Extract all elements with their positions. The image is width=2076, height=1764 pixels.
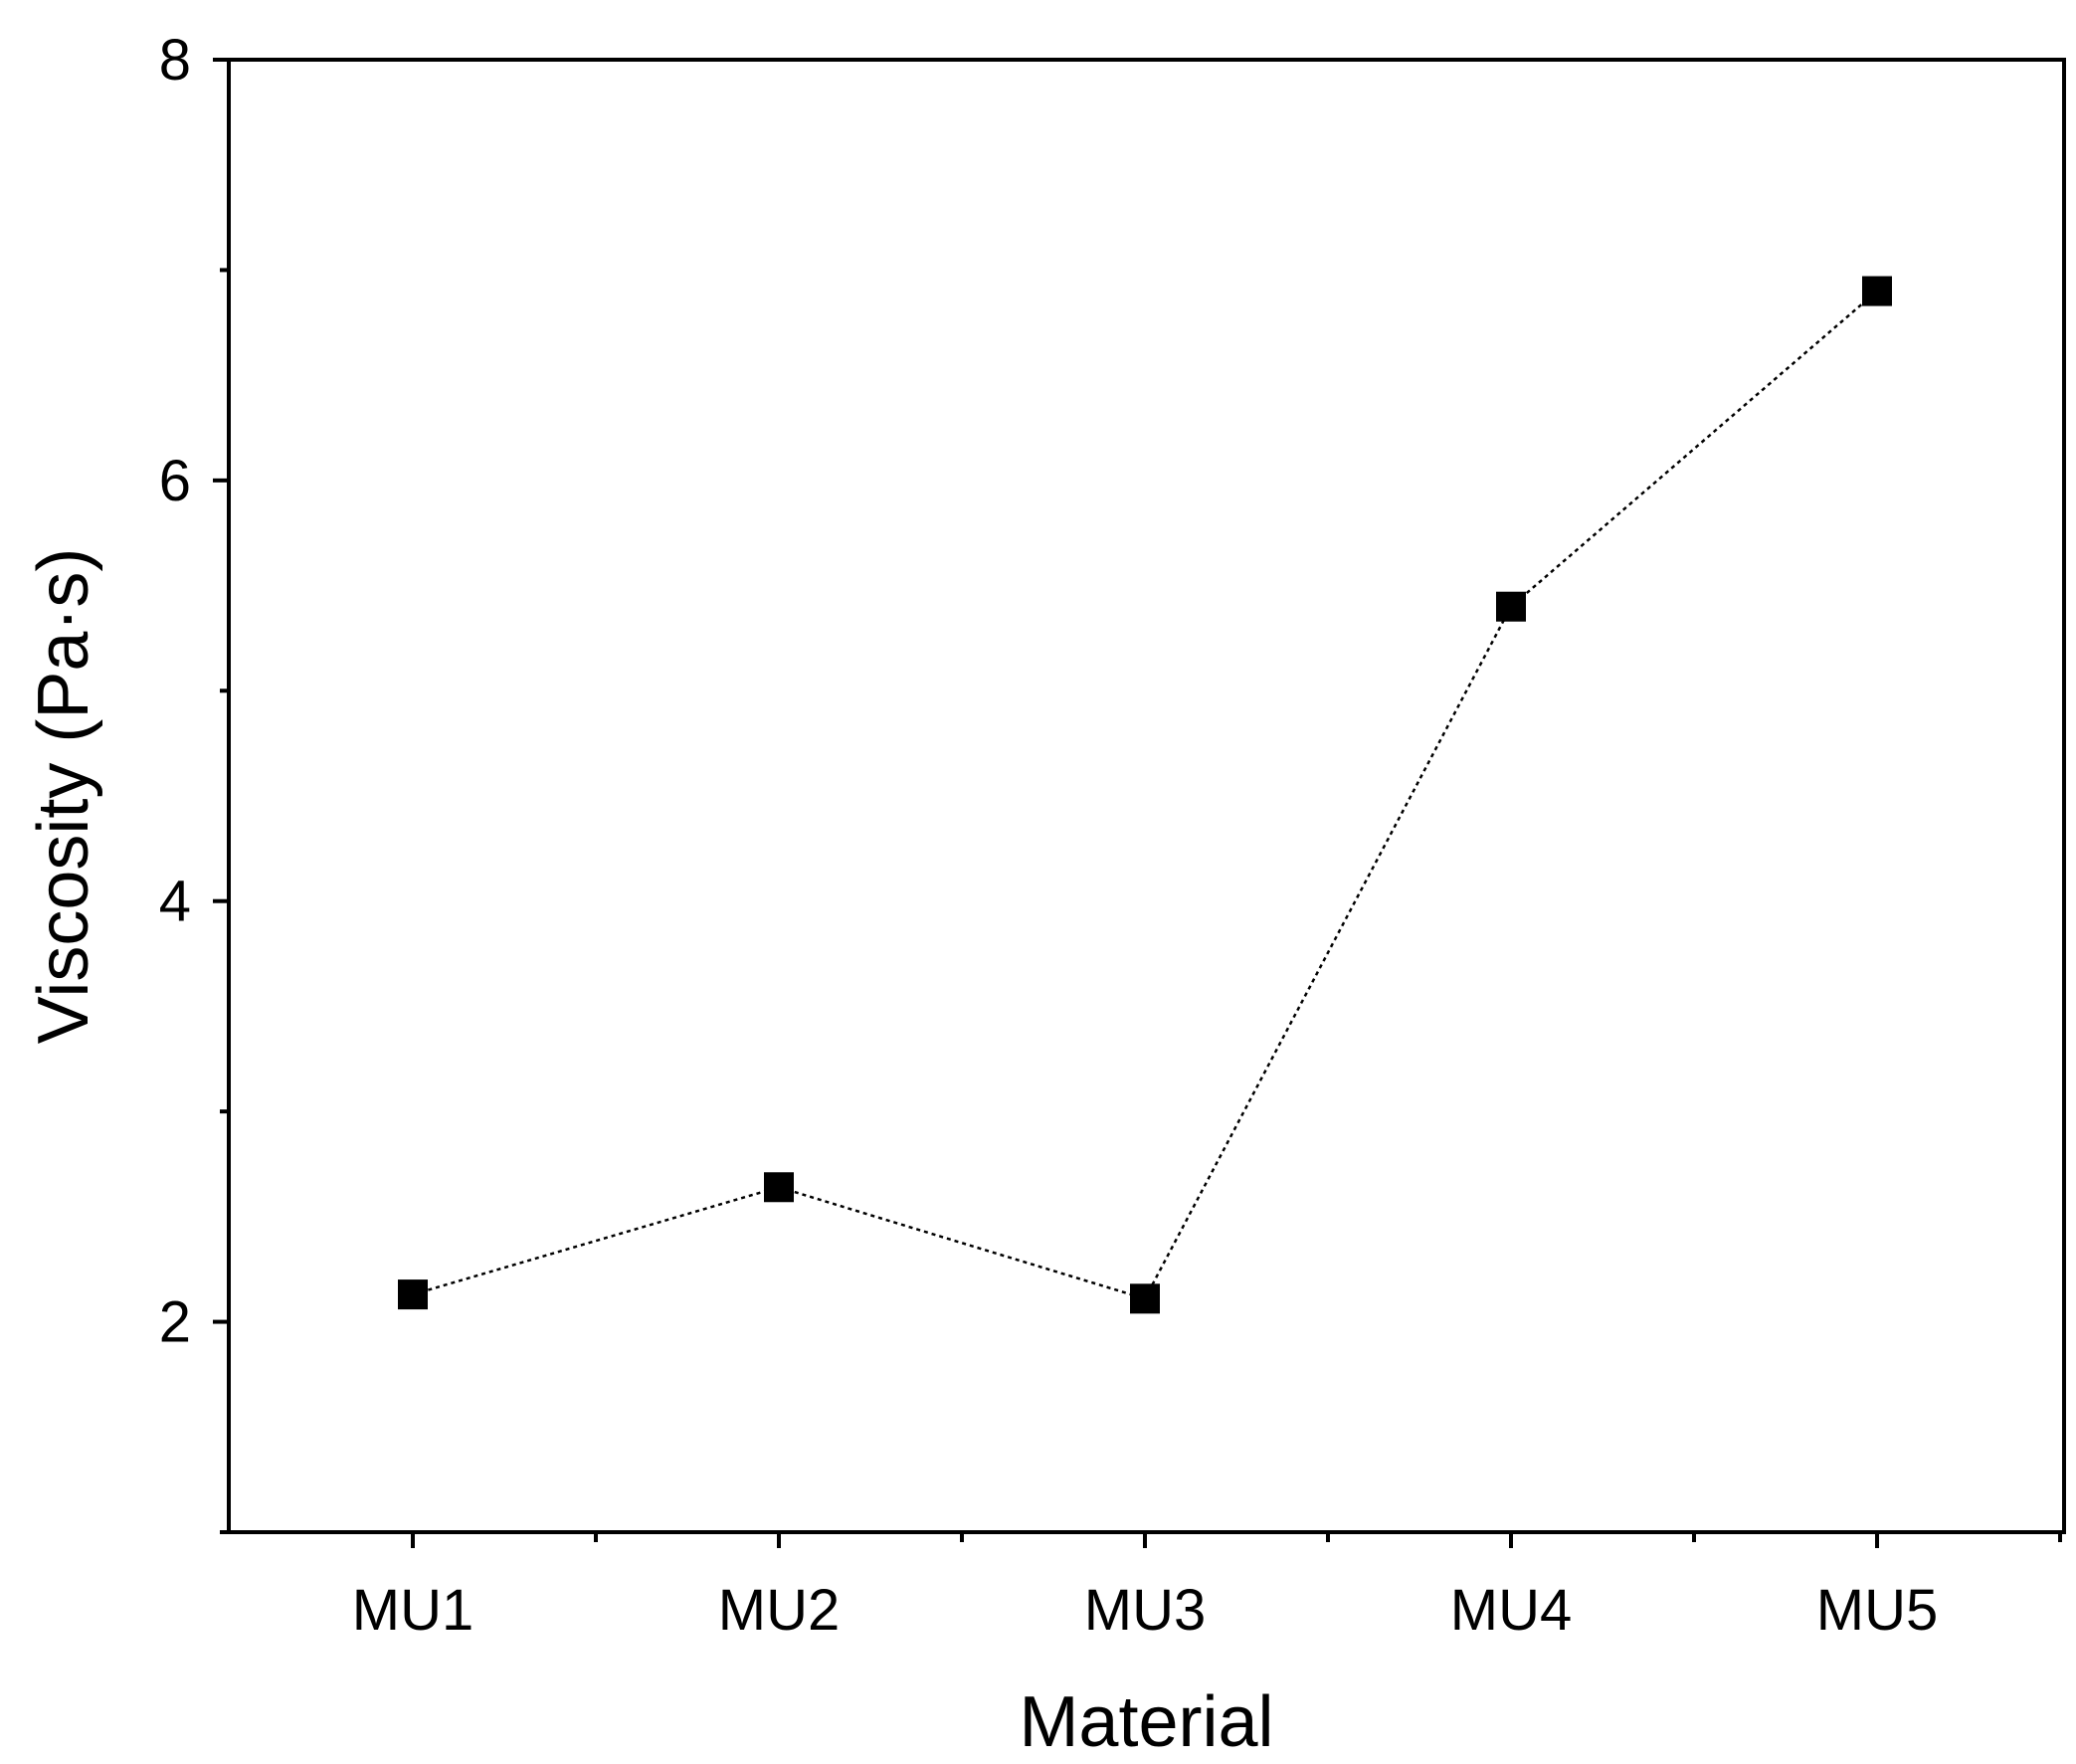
- x-tick-label: MU4: [1450, 1578, 1572, 1643]
- data-point-marker: [764, 1172, 794, 1203]
- data-point-marker: [1130, 1283, 1160, 1314]
- x-axis-label: Material: [1019, 1682, 1273, 1762]
- x-tick-label: MU5: [1816, 1578, 1938, 1643]
- plot-frame: [227, 58, 2066, 1534]
- x-tick-label: MU1: [352, 1578, 473, 1643]
- x-tick-label: MU3: [1084, 1578, 1206, 1643]
- y-tick-label: 4: [159, 870, 191, 934]
- data-point-marker: [398, 1279, 428, 1310]
- data-point-marker: [1496, 591, 1526, 622]
- x-axis-ticks: MU1 MU2 MU3 MU4 MU5: [352, 1532, 2062, 1643]
- y-tick-label: 2: [159, 1290, 191, 1355]
- series-layer: [398, 276, 1892, 1314]
- x-tick-label: MU2: [718, 1578, 840, 1643]
- series-line: [412, 290, 1878, 1300]
- y-axis-label: Viscosity (Pa·s): [24, 548, 103, 1045]
- y-axis-ticks: 2 4 6 8: [159, 28, 229, 1534]
- y-tick-label: 8: [159, 28, 191, 93]
- data-point-marker: [1862, 276, 1892, 306]
- y-tick-label: 6: [159, 449, 191, 513]
